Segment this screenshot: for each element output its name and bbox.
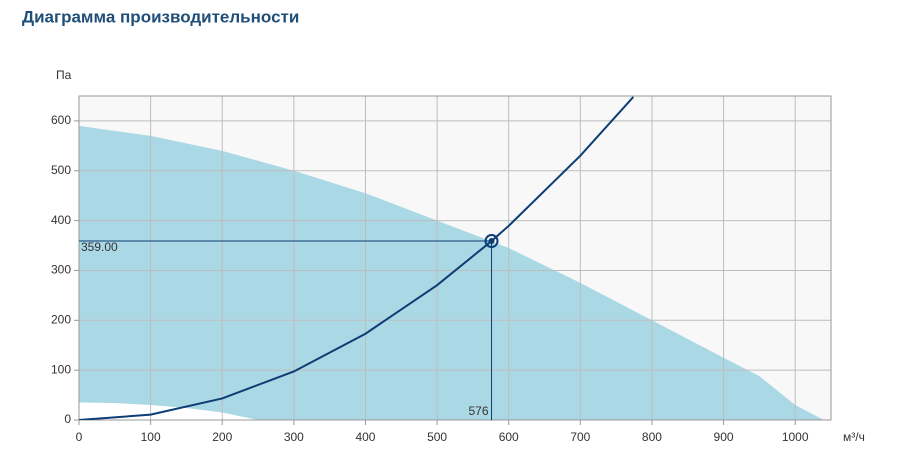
x-tick-label: 700 (570, 430, 590, 444)
operating-point (484, 234, 499, 249)
chart-title: Диаграмма производительности (22, 7, 299, 26)
x-tick-label: 500 (427, 430, 447, 444)
x-axis-label: м³/ч (843, 430, 865, 444)
system-curve (79, 96, 635, 420)
x-tick-label: 0 (76, 430, 83, 444)
x-tick-label: 400 (355, 430, 375, 444)
y-tick-label: 100 (51, 362, 71, 376)
operating-y-label: 359.00 (81, 240, 118, 254)
plot-border (78, 95, 832, 421)
x-tick-label: 900 (714, 430, 734, 444)
operating-x-label: 576 (468, 404, 488, 418)
y-tick-label: 400 (51, 213, 71, 227)
x-tick-label: 800 (642, 430, 662, 444)
y-tick-label: 500 (51, 163, 71, 177)
x-tick-label: 100 (141, 430, 161, 444)
y-tick-label: 600 (51, 113, 71, 127)
y-tick-label: 0 (64, 412, 71, 426)
y-tick-label: 200 (51, 312, 71, 326)
x-tick-label: 300 (284, 430, 304, 444)
operating-point-dot (488, 238, 495, 245)
y-tick-label: 300 (51, 263, 71, 277)
x-tick-label: 1000 (782, 430, 809, 444)
x-tick-label: 600 (499, 430, 519, 444)
x-tick-label: 200 (212, 430, 232, 444)
y-axis-label: Па (56, 68, 72, 82)
